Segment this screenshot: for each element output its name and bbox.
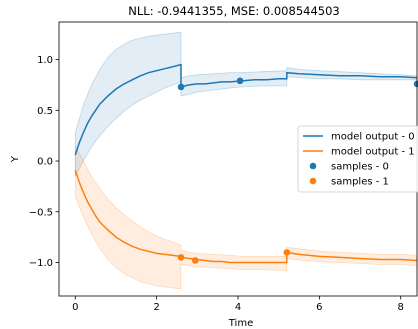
y-tick-label: 0.5 (37, 106, 53, 117)
legend-marker-samples-1 (309, 177, 317, 185)
x-tick-label: 0 (72, 302, 78, 313)
point-samples-1 (177, 254, 185, 261)
point-samples-1 (191, 257, 199, 264)
x-tick-label: 2 (153, 302, 159, 313)
band-model-output-0 (74, 31, 417, 177)
point-samples-1 (283, 249, 291, 256)
legend-label: model output - 1 (331, 147, 415, 158)
point-samples-0 (177, 83, 185, 91)
y-tick-label: 0.0 (37, 157, 53, 168)
legend-marker-samples-0 (309, 162, 317, 170)
confidence-bands (74, 31, 417, 290)
x-tick-label: 6 (316, 302, 322, 313)
y-tick-label: 1.0 (37, 55, 53, 66)
band-model-output-1 (74, 145, 417, 290)
y-tick-label: −1.0 (29, 258, 53, 269)
series-lines (74, 63, 417, 264)
sample-points (177, 77, 418, 264)
legend-box (297, 125, 418, 193)
legend-label: model output - 0 (331, 132, 415, 143)
point-samples-0 (236, 77, 244, 85)
line-model-output-0 (74, 63, 417, 156)
x-tick-label: 8 (398, 302, 404, 313)
x-axis-label: Time (228, 318, 253, 329)
legend-label: samples - 0 (331, 162, 389, 173)
chart-title: NLL: -0.9441355, MSE: 0.008544503 (128, 4, 339, 18)
legend: model output - 0 model output - 1 samples … (297, 125, 418, 193)
x-tick-label: 4 (235, 302, 241, 313)
line-model-output-1 (74, 169, 417, 264)
y-axis-label: Y (10, 155, 21, 163)
y-tick-label: −0.5 (29, 207, 53, 218)
legend-label: samples - 1 (331, 177, 389, 188)
